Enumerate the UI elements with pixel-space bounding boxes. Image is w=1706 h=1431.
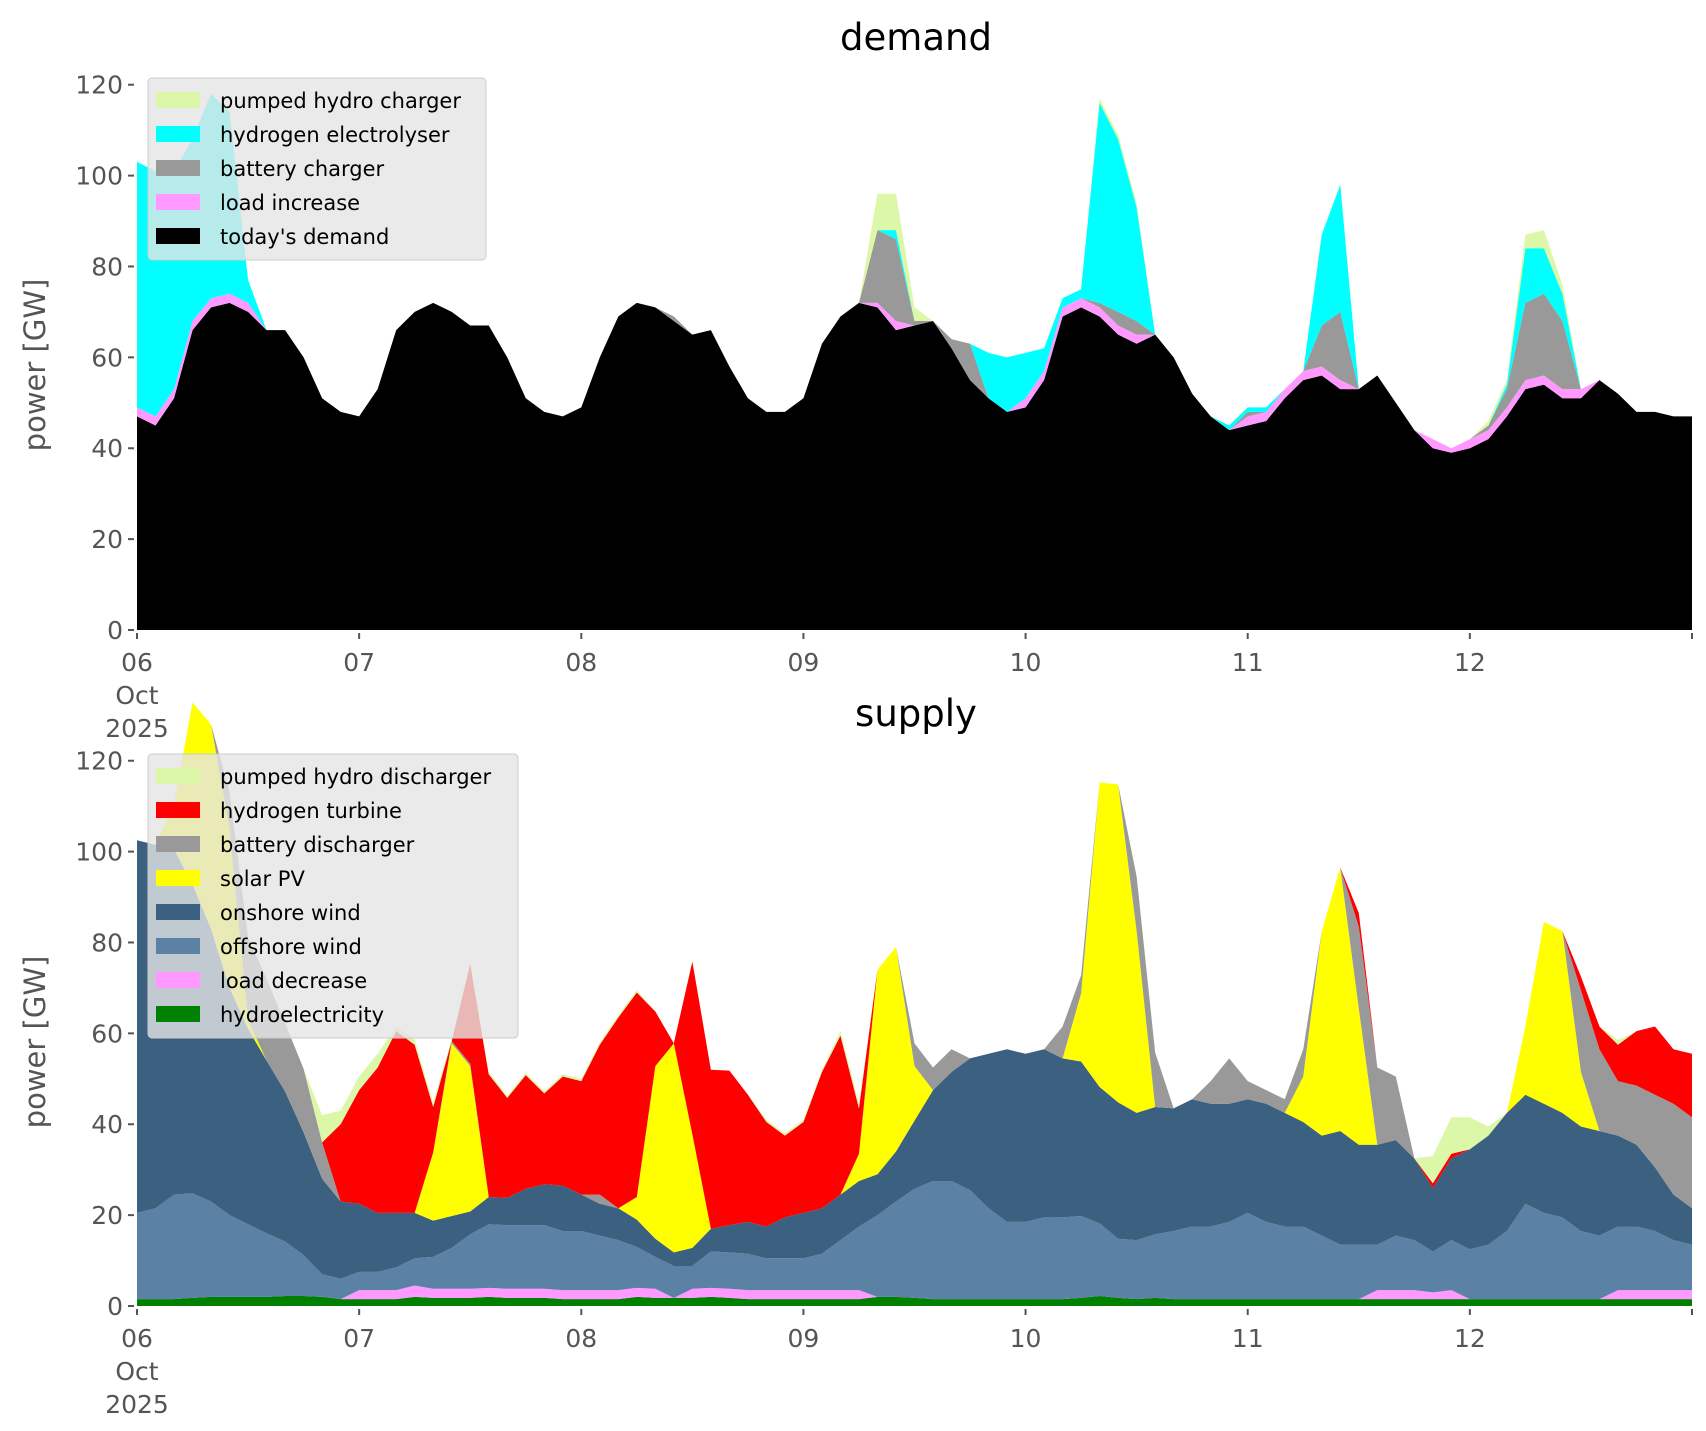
legend-swatch [156,92,200,108]
legend-label: battery discharger [220,833,415,857]
supply-x-tick-label: 11 [1232,1324,1264,1353]
supply-x-tick-label: 2025 [105,1390,169,1419]
legend-swatch [156,802,200,818]
supply-x-tick-label: 10 [1010,1324,1042,1353]
legend-swatch [156,836,200,852]
supply-legend-item-solar-pv: solar PV [156,867,305,891]
supply-y-tick-label: 0 [107,1292,123,1321]
demand-y-tick-label: 40 [91,434,123,463]
demand-x-tick-label: 08 [565,648,597,677]
demand-x-tick-label: 12 [1454,648,1486,677]
supply-x-tick-label: 09 [788,1324,820,1353]
supply-x-tick-label: 07 [343,1324,375,1353]
supply-chart-title: supply [855,692,977,735]
supply-legend: pumped hydro discharger hydrogen turbine b… [147,753,519,1039]
legend-swatch [156,1006,200,1022]
demand-y-tick-label: 0 [107,616,123,645]
legend-label: load increase [220,191,360,215]
demand-x-tick-label: 10 [1010,648,1042,677]
demand-y-tick-label: 60 [91,343,123,372]
legend-label: today's demand [220,225,389,249]
supply-legend-item-hydrogen-turbine: hydrogen turbine [156,799,402,823]
demand-area-today-s-demand [137,302,1692,630]
supply-area-load-decrease [137,1285,1692,1300]
demand-legend: pumped hydro charger hydrogen electrolyse… [147,77,487,261]
demand-y-tick-label: 80 [91,252,123,281]
legend-label: battery charger [220,157,385,181]
supply-area-hydroelectricity [137,1296,1692,1306]
supply-legend-item-onshore-wind: onshore wind [156,901,361,925]
demand-y-axis-label: power [GW] [18,279,52,452]
legend-label: pumped hydro charger [220,89,461,113]
demand-y-tick-label: 120 [75,71,123,100]
demand-axes: 0 20 40 60 80 100 120 06 Oct 2025 07 08 09 10 11 12 [75,71,1693,743]
supply-area-solar-pv [137,702,1692,1253]
supply-y-axis-label: power [GW] [18,956,52,1129]
supply-areas [137,702,1692,1306]
legend-swatch [156,126,200,142]
legend-label: onshore wind [220,901,361,925]
legend-label: hydroelectricity [220,1003,384,1027]
demand-y-tick-label: 20 [91,525,123,554]
legend-label: solar PV [220,867,305,891]
supply-y-tick-label: 20 [91,1201,123,1230]
legend-swatch [156,938,200,954]
demand-legend-item-hydrogen-electrolyser: hydrogen electrolyser [156,123,450,147]
supply-legend-item-battery-discharger: battery discharger [156,833,415,857]
legend-label: hydrogen turbine [220,799,402,823]
supply-y-tick-label: 60 [91,1019,123,1048]
supply-x-tick-label: Oct [115,1357,158,1386]
legend-swatch [156,194,200,210]
supply-legend-item-pumped-hydro-discharger: pumped hydro discharger [156,765,491,789]
supply-x-tick-label: 06 [121,1324,153,1353]
supply-legend-item-hydroelectricity: hydroelectricity [156,1003,384,1027]
demand-x-tick-label: 11 [1232,648,1264,677]
legend-label: load decrease [220,969,367,993]
supply-area-onshore-wind [137,840,1692,1279]
demand-x-tick-label: 07 [343,648,375,677]
supply-x-tick-label: 12 [1454,1324,1486,1353]
supply-legend-item-offshore-wind: offshore wind [156,935,362,959]
supply-y-tick-label: 100 [75,838,123,867]
supply-x-tick-label: 08 [565,1324,597,1353]
demand-legend-item-battery-charger: battery charger [156,157,385,181]
demand-panel: demand 0 20 40 60 80 100 120 06 Oct 2025 07 08 09 10 1… [18,16,1693,743]
legend-swatch [156,870,200,886]
legend-label: pumped hydro discharger [220,765,491,789]
supply-area-offshore-wind [137,1181,1692,1300]
supply-y-tick-label: 80 [91,928,123,957]
demand-x-tick-label: 06 [121,648,153,677]
demand-chart-title: demand [840,16,992,59]
demand-x-tick-label: 09 [788,648,820,677]
demand-y-tick-label: 100 [75,162,123,191]
supply-y-tick-label: 120 [75,747,123,776]
legend-label: offshore wind [220,935,362,959]
demand-x-tick-label: 2025 [105,714,169,743]
supply-y-tick-label: 40 [91,1110,123,1139]
demand-legend-item-load-increase: load increase [156,191,360,215]
legend-swatch [156,904,200,920]
supply-legend-item-load-decrease: load decrease [156,969,367,993]
demand-legend-box [147,77,487,261]
supply-legend-box [147,753,519,1039]
supply-axes: 0 20 40 60 80 100 120 06 Oct 2025 07 08 09 10 11 12 [75,747,1693,1419]
legend-label: hydrogen electrolyser [220,123,450,147]
legend-swatch [156,972,200,988]
demand-x-tick-label: Oct [115,681,158,710]
supply-panel: supply 0 20 40 60 80 100 120 06 Oct 2025 07 08 09 10 1… [18,692,1693,1419]
legend-swatch [156,768,200,784]
demand-areas [137,93,1692,630]
legend-swatch [156,228,200,244]
legend-swatch [156,160,200,176]
demand-legend-item-today-s-demand: today's demand [156,225,389,249]
demand-legend-item-pumped-hydro-charger: pumped hydro charger [156,89,461,113]
supply-area-hydrogen-turbine [137,702,1692,1229]
